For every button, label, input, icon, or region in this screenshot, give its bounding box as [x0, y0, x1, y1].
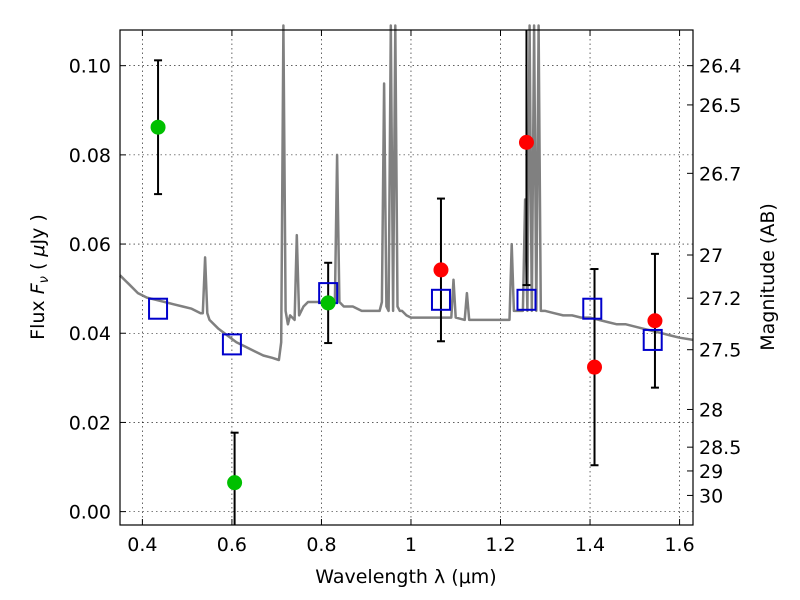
data-markers [148, 119, 663, 491]
model-square-marker [582, 297, 603, 320]
x-axis-label: Wavelength λ (μm) [315, 566, 496, 588]
green-data-point [227, 475, 243, 491]
y-tick-label: 0.02 [69, 412, 111, 434]
x-tick-label: 0.4 [127, 534, 157, 556]
model-square-marker [148, 297, 169, 320]
grid-lines [120, 30, 693, 525]
y-tick-label: 0.10 [69, 56, 111, 78]
y-tick-label: 0.08 [69, 145, 111, 167]
y2-tick-label: 30 [699, 485, 723, 507]
model-square-marker [221, 333, 242, 356]
x-tick-label: 1.6 [664, 534, 694, 556]
x-tick-label: 1.4 [575, 534, 605, 556]
y-axis-label: Flux Fν ( μJy ) [27, 214, 52, 340]
y2-tick-label: 26.5 [699, 95, 741, 117]
green-data-point [150, 119, 166, 135]
x-tick-label: 0.6 [217, 534, 247, 556]
green-data-point [320, 295, 336, 311]
y2-tick-label: 27.2 [699, 288, 741, 310]
red-data-point [518, 134, 534, 150]
y2-tick-label: 29 [699, 461, 723, 483]
y-tick-label: 0.04 [69, 323, 111, 345]
y-tick-label: 0.00 [69, 502, 111, 524]
x-tick-label: 0.8 [306, 534, 336, 556]
x-tick-label: 1 [405, 534, 417, 556]
model-square-marker [516, 288, 537, 311]
model-square-marker [430, 288, 451, 311]
red-data-point [587, 359, 603, 375]
y-tick-label: 0.06 [69, 234, 111, 256]
axes-ticks: 0.4 0.6 0.8 1 1.2 1.4 1.6 0.00 0.02 0.04 0.06 0.08 0… [69, 30, 741, 556]
model-square-marker [642, 328, 663, 351]
red-data-point [647, 313, 663, 329]
plot-frame [119, 29, 694, 526]
y2-tick-label: 26.4 [699, 56, 741, 78]
x-tick-label: 1.2 [485, 534, 515, 556]
y2-axis-label: Magnitude (AB) [757, 203, 779, 351]
y2-tick-label: 28 [699, 399, 723, 421]
y2-tick-label: 28.5 [699, 437, 741, 459]
red-data-point [433, 262, 449, 278]
y2-tick-label: 27.5 [699, 340, 741, 362]
y2-tick-label: 26.7 [699, 163, 741, 185]
y2-tick-label: 27 [699, 245, 723, 267]
